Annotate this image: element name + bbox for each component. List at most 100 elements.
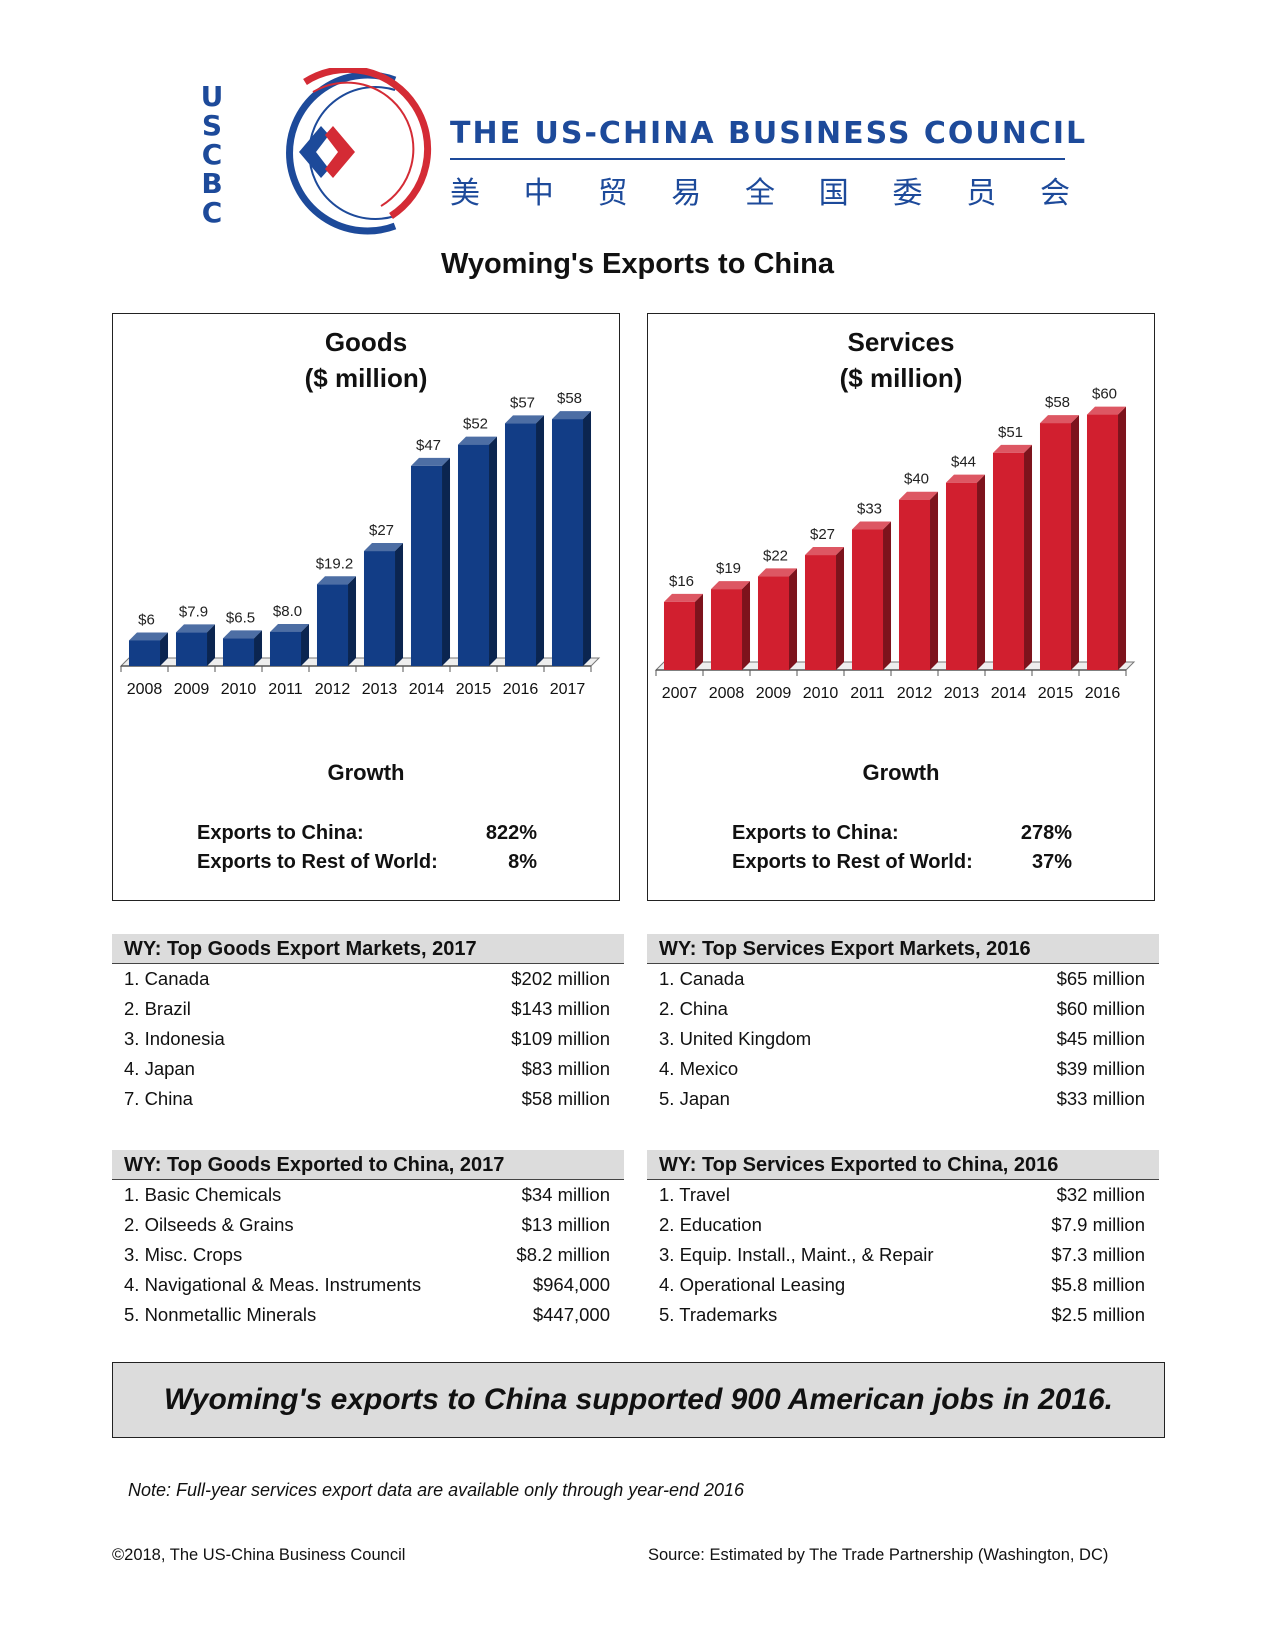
- services-bar: [804, 555, 837, 670]
- council-divider: [450, 158, 1065, 160]
- goods-bar-top: [128, 632, 169, 641]
- logo-blue-ring: [286, 71, 397, 235]
- table-row: 1. Canada $65 million: [659, 968, 1145, 989]
- jobs-statement: Wyoming's exports to China supported 900…: [112, 1362, 1165, 1438]
- goods-bar-side: [395, 543, 404, 666]
- services-bar-side: [883, 521, 892, 670]
- goods-bar-top: [457, 436, 498, 445]
- table-row: 2. Brazil $143 million: [124, 998, 610, 1019]
- services-bar-top: [898, 491, 939, 500]
- goods-bar: [128, 640, 161, 666]
- goods-bar: [410, 465, 443, 666]
- services-bar: [663, 601, 696, 670]
- table-row: 2. China $60 million: [659, 998, 1145, 1019]
- services-tick-label: 2008: [709, 685, 745, 702]
- services-data-label: $33: [857, 501, 882, 518]
- services-bar-side: [695, 593, 704, 670]
- growth-value: 37%: [1031, 851, 1072, 873]
- table-row: 4. Navigational & Meas. Instruments $964,…: [124, 1274, 610, 1295]
- growth-value: 8%: [508, 851, 537, 873]
- services-tick-label: 2013: [944, 685, 980, 702]
- goods-bar-top: [222, 630, 263, 639]
- services-chart-panel: Services ($ million) $16 2007 $19 2008 $22 20…: [647, 313, 1155, 901]
- goods-export-markets-table: WY: Top Goods Export Markets, 2017 1. Ca…: [112, 934, 624, 1114]
- table-row: 3. Misc. Crops $8.2 million: [124, 1244, 610, 1265]
- growth-label: Exports to China:: [732, 822, 899, 844]
- services-tick-label: 2014: [991, 685, 1027, 702]
- services-bar-top: [992, 444, 1033, 453]
- table-row: 5. Trademarks $2.5 million: [659, 1304, 1145, 1325]
- goods-bar-top: [551, 411, 592, 420]
- table-row: 4. Operational Leasing $5.8 million: [659, 1274, 1145, 1295]
- goods-tick-label: 2016: [503, 681, 539, 698]
- services-data-label: $16: [669, 573, 694, 590]
- services-growth-title: Growth: [862, 760, 940, 785]
- goods-data-label: $57: [510, 394, 535, 411]
- table-row: 4. Japan $83 million: [124, 1058, 610, 1079]
- services-exported-to-china-table: WY: Top Services Exported to China, 2016…: [647, 1150, 1159, 1330]
- goods-tick-label: 2008: [127, 681, 163, 698]
- services-bar-chart: $16 2007 $19 2008 $22 2009 $27 2010 $33 2011 $40 20…: [654, 386, 1136, 702]
- goods-bar-side: [160, 632, 169, 666]
- goods-bar-top: [175, 624, 216, 633]
- goods-chart-panel: Goods ($ million) $6 2008 $7.9 2009 $6.5 2010…: [112, 313, 620, 901]
- goods-bar-top: [316, 576, 357, 585]
- growth-value: 822%: [485, 822, 537, 844]
- table-row: 2. Education $7.9 million: [659, 1214, 1145, 1235]
- source-credit: Source: Estimated by The Trade Partnersh…: [648, 1546, 1109, 1564]
- goods-bar: [222, 638, 255, 666]
- goods-tick-label: 2010: [221, 681, 257, 698]
- services-export-markets-table: WY: Top Services Export Markets, 2016 1.…: [647, 934, 1159, 1114]
- goods-bar: [269, 631, 302, 666]
- services-bar: [757, 576, 790, 670]
- services-bar-top: [1086, 406, 1127, 415]
- services-bar-side: [1071, 415, 1080, 670]
- uscbc-logo: [286, 68, 432, 235]
- goods-data-label: $8.0: [273, 603, 302, 620]
- services-bar-side: [930, 491, 939, 670]
- goods-bar-side: [301, 623, 310, 666]
- services-data-label: $27: [810, 526, 835, 543]
- goods-bar-side: [536, 415, 545, 666]
- goods-bar-side: [207, 624, 216, 666]
- table-heading: WY: Top Services Export Markets, 2016: [647, 934, 1159, 964]
- services-tick-label: 2015: [1038, 685, 1074, 702]
- goods-chart-title: Goods ($ million): [304, 327, 428, 393]
- services-bar: [710, 589, 743, 670]
- services-tick-label: 2009: [756, 685, 792, 702]
- services-bar-top: [945, 474, 986, 483]
- goods-data-label: $6.5: [226, 609, 255, 626]
- logo-red-ring: [303, 68, 432, 219]
- goods-bar-side: [583, 411, 592, 666]
- logo-diamond-blue: [299, 126, 329, 178]
- logo-letters: U S C B C: [200, 80, 224, 229]
- goods-data-label: $7.9: [179, 603, 208, 620]
- services-tick-label: 2011: [850, 685, 885, 702]
- goods-tick-label: 2013: [362, 681, 398, 698]
- goods-bar-side: [254, 630, 263, 666]
- services-data-label: $22: [763, 547, 788, 564]
- services-data-label: $58: [1045, 394, 1070, 411]
- goods-bar-side: [348, 576, 357, 666]
- growth-value: 278%: [1020, 822, 1072, 844]
- services-bar-top: [757, 568, 798, 577]
- table-row: 3. Equip. Install., Maint., & Repair $7.3…: [659, 1244, 1145, 1265]
- table-heading: WY: Top Goods Export Markets, 2017: [112, 934, 624, 964]
- services-data-label: $40: [904, 471, 929, 488]
- services-data-label: $60: [1092, 386, 1117, 403]
- goods-tick-label: 2011: [268, 681, 303, 698]
- goods-bar-chart: $6 2008 $7.9 2009 $6.5 2010 $8.0 2011 $19.2 2012 $…: [119, 390, 601, 698]
- goods-growth-title: Growth: [327, 760, 405, 785]
- page-title: Wyoming's Exports to China: [440, 248, 835, 280]
- goods-bar: [175, 632, 208, 666]
- growth-label: Exports to Rest of World:: [197, 851, 438, 873]
- goods-bar-side: [489, 436, 498, 666]
- services-chart-title: Services ($ million): [839, 327, 963, 393]
- table-heading: WY: Top Services Exported to China, 2016: [647, 1150, 1159, 1180]
- services-bar-top: [663, 593, 704, 602]
- table-row: 5. Nonmetallic Minerals $447,000: [124, 1304, 610, 1325]
- services-tick-label: 2016: [1085, 685, 1121, 702]
- goods-data-label: $52: [463, 416, 488, 433]
- goods-exported-to-china-table: WY: Top Goods Exported to China, 2017 1.…: [112, 1150, 624, 1330]
- goods-bar: [457, 444, 490, 666]
